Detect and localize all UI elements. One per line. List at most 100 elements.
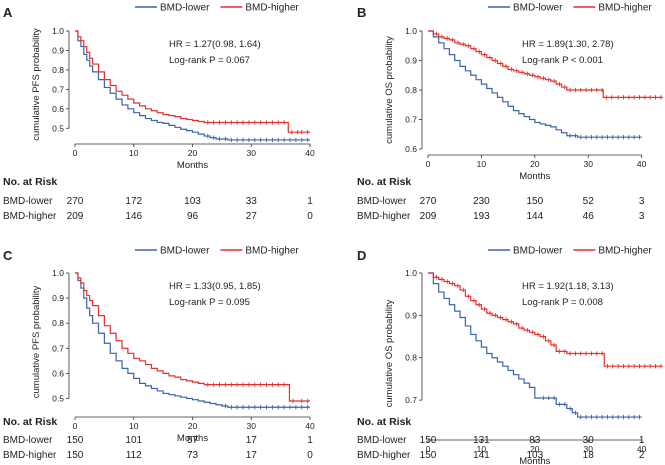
log-rank-label: Log-rank P = 0.008 xyxy=(522,297,603,308)
survival-curve-higher xyxy=(75,272,310,402)
risk-row-label: BMD-higher xyxy=(357,450,411,461)
legend-label-lower: BMD-lower xyxy=(160,246,210,257)
x-axis-title: Months xyxy=(177,160,208,171)
risk-count: 131 xyxy=(473,435,490,446)
log-rank-label: Log-rank P = 0.067 xyxy=(169,55,250,66)
x-tick-label: 40 xyxy=(305,148,315,158)
risk-table-title: No. at Risk xyxy=(3,176,57,188)
y-tick-label: 0.7 xyxy=(52,84,64,94)
risk-count: 270 xyxy=(420,196,437,207)
x-tick-label: 40 xyxy=(637,444,647,454)
risk-row-label: BMD-higher xyxy=(3,211,57,222)
y-tick-label: 0.5 xyxy=(52,393,64,403)
panel-letter: B xyxy=(357,5,366,20)
x-tick-label: 0 xyxy=(426,159,431,169)
y-tick-label: 0.7 xyxy=(405,395,417,405)
legend-label-higher: BMD-higher xyxy=(245,246,299,257)
risk-count: 141 xyxy=(473,450,490,461)
x-tick-label: 30 xyxy=(247,421,257,431)
log-rank-label: Log-rank P = 0.095 xyxy=(169,297,250,308)
x-tick-label: 0 xyxy=(73,148,78,158)
risk-count: 1 xyxy=(307,196,313,207)
y-tick-label: 1.0 xyxy=(405,268,417,278)
x-tick-label: 20 xyxy=(188,148,198,158)
y-tick-label: 1.0 xyxy=(405,26,417,36)
legend-label-higher: BMD-higher xyxy=(598,246,652,257)
survival-curve-lower xyxy=(75,30,310,141)
risk-count: 46 xyxy=(583,211,595,222)
y-axis-title: cumulative OS probability xyxy=(384,36,395,144)
legend-label-lower: BMD-lower xyxy=(513,246,563,257)
x-tick-label: 10 xyxy=(477,444,487,454)
risk-count: 52 xyxy=(583,196,595,207)
y-tick-label: 0.7 xyxy=(405,115,417,125)
risk-count: 144 xyxy=(526,211,543,222)
legend-label-lower: BMD-lower xyxy=(160,3,210,14)
x-tick-label: 20 xyxy=(188,421,198,431)
risk-count: 101 xyxy=(125,435,142,446)
panel-a: A BMD-lower BMD-higher 0.5 0.6 0.7 0.8 0.9 1.0 0 1… xyxy=(3,3,315,223)
risk-count: 172 xyxy=(125,196,142,207)
risk-count: 150 xyxy=(420,450,437,461)
risk-count: 73 xyxy=(187,450,199,461)
risk-table-title: No. at Risk xyxy=(3,416,57,428)
risk-count: 2 xyxy=(639,450,645,461)
risk-count: 146 xyxy=(125,211,142,222)
risk-count: 150 xyxy=(526,196,543,207)
panel-b: B BMD-lower BMD-higher 0.6 0.7 0.8 0.9 1.0 0 10 20… xyxy=(357,3,663,222)
risk-row-label: BMD-higher xyxy=(357,211,411,222)
risk-count: 1 xyxy=(307,435,313,446)
risk-count: 150 xyxy=(67,435,84,446)
risk-count: 150 xyxy=(67,450,84,461)
y-tick-label: 1.0 xyxy=(52,268,64,278)
y-axis-title: cumulative PFS probability xyxy=(31,28,42,141)
risk-row-label: BMD-lower xyxy=(357,435,407,446)
y-axis-title: cumulative PFS probability xyxy=(31,286,42,399)
risk-count: 103 xyxy=(184,196,201,207)
risk-count: 209 xyxy=(67,211,84,222)
risk-count: 3 xyxy=(639,196,645,207)
risk-row-label: BMD-lower xyxy=(357,196,407,207)
x-tick-label: 30 xyxy=(583,159,593,169)
survival-curve-lower xyxy=(428,30,642,138)
risk-count: 103 xyxy=(526,450,543,461)
risk-row-label: BMD-lower xyxy=(3,435,53,446)
survival-curve-higher xyxy=(428,30,663,98)
y-tick-label: 0.6 xyxy=(52,104,64,114)
x-tick-label: 30 xyxy=(583,444,593,454)
x-tick-label: 10 xyxy=(129,148,139,158)
y-tick-label: 0.8 xyxy=(405,85,417,95)
x-tick-label: 10 xyxy=(477,159,487,169)
risk-count: 17 xyxy=(246,450,258,461)
hazard-ratio-label: HR = 1.89(1.30, 2.78) xyxy=(522,39,614,50)
x-tick-label: 20 xyxy=(530,159,540,169)
x-tick-label: 0 xyxy=(73,421,78,431)
legend-label-higher: BMD-higher xyxy=(245,3,299,14)
y-tick-label: 0.9 xyxy=(405,310,417,320)
x-tick-label: 0 xyxy=(426,444,431,454)
risk-count: 83 xyxy=(529,435,541,446)
y-tick-label: 1.0 xyxy=(52,26,64,36)
hazard-ratio-label: HR = 1.33(0.95, 1.85) xyxy=(169,281,261,292)
y-tick-label: 0.8 xyxy=(52,65,64,75)
panel-letter: A xyxy=(3,5,13,20)
panel-d: D BMD-lower BMD-higher 0.7 0.8 0.9 1.0 0 10 20 30 4… xyxy=(357,246,663,465)
risk-count: 193 xyxy=(473,211,490,222)
x-axis-title: Months xyxy=(519,171,550,182)
log-rank-label: Log-rank P < 0.001 xyxy=(522,55,603,66)
x-axis-title: Months xyxy=(519,456,550,465)
risk-count: 270 xyxy=(67,196,84,207)
x-tick-label: 40 xyxy=(305,421,315,431)
hazard-ratio-label: HR = 1.92(1.18, 3.13) xyxy=(522,281,614,292)
risk-count: 3 xyxy=(639,211,645,222)
panel-c: C BMD-lower BMD-higher 0.5 0.6 0.7 0.8 0.9 1.0 0 1… xyxy=(3,246,315,462)
risk-row-label: BMD-higher xyxy=(3,450,57,461)
survival-curve-lower xyxy=(428,272,642,418)
y-tick-label: 0.6 xyxy=(52,368,64,378)
y-tick-label: 0.5 xyxy=(52,123,64,133)
risk-count: 0 xyxy=(307,211,313,222)
risk-count: 18 xyxy=(583,450,595,461)
panel-letter: D xyxy=(357,248,366,263)
risk-count: 96 xyxy=(187,211,199,222)
